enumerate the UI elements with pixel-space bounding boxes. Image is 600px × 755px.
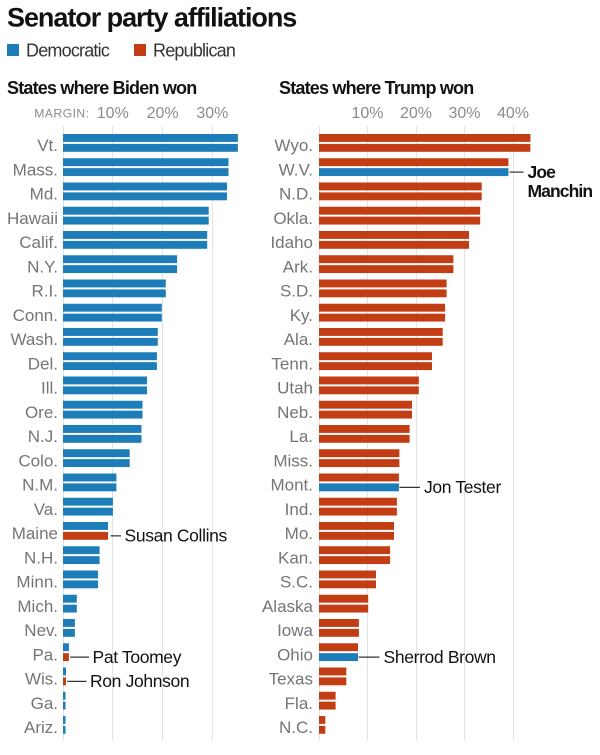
svg-text:Manchin: Manchin bbox=[528, 181, 593, 201]
svg-text:Mont.: Mont. bbox=[270, 476, 313, 495]
svg-text:W.V.: W.V. bbox=[279, 160, 313, 179]
svg-text:Okla.: Okla. bbox=[273, 209, 313, 228]
svg-text:Mass.: Mass. bbox=[13, 160, 58, 179]
svg-text:N.M.: N.M. bbox=[22, 476, 58, 495]
svg-text:Democratic: Democratic bbox=[26, 41, 110, 61]
svg-text:20%: 20% bbox=[400, 105, 432, 122]
svg-text:S.C.: S.C. bbox=[280, 573, 313, 592]
svg-text:N.H.: N.H. bbox=[24, 548, 58, 567]
svg-text:S.D.: S.D. bbox=[280, 282, 313, 301]
svg-text:Senator party affiliations: Senator party affiliations bbox=[7, 3, 296, 33]
svg-text:States where Biden won: States where Biden won bbox=[7, 78, 196, 98]
svg-text:Alaska: Alaska bbox=[262, 597, 314, 616]
svg-text:Ala.: Ala. bbox=[284, 330, 313, 349]
svg-text:Mo.: Mo. bbox=[285, 524, 313, 543]
svg-text:Nev.: Nev. bbox=[24, 621, 58, 640]
svg-text:Ind.: Ind. bbox=[285, 500, 313, 519]
svg-text:Mich.: Mich. bbox=[17, 597, 58, 616]
svg-text:Joe: Joe bbox=[528, 162, 557, 182]
svg-text:Ill.: Ill. bbox=[41, 379, 58, 398]
svg-text:Susan Collins: Susan Collins bbox=[125, 526, 228, 546]
svg-text:Miss.: Miss. bbox=[273, 451, 313, 470]
svg-text:States where Trump won: States where Trump won bbox=[279, 78, 473, 98]
svg-text:10%: 10% bbox=[351, 105, 383, 122]
svg-text:N.Y.: N.Y. bbox=[27, 257, 58, 276]
svg-text:40%: 40% bbox=[497, 105, 529, 122]
svg-text:Jon Tester: Jon Tester bbox=[424, 477, 501, 497]
svg-text:20%: 20% bbox=[147, 105, 179, 122]
svg-text:N.C.: N.C. bbox=[279, 718, 313, 737]
svg-text:Wis.: Wis. bbox=[25, 670, 58, 689]
svg-text:R.I.: R.I. bbox=[32, 282, 58, 301]
svg-text:Pa.: Pa. bbox=[32, 645, 58, 664]
svg-text:Ark.: Ark. bbox=[283, 257, 313, 276]
svg-text:Sherrod Brown: Sherrod Brown bbox=[384, 647, 496, 667]
svg-text:Ron Johnson: Ron Johnson bbox=[90, 671, 189, 691]
svg-text:MARGIN:: MARGIN: bbox=[34, 107, 89, 121]
svg-text:Ohio: Ohio bbox=[277, 645, 313, 664]
svg-text:Ga.: Ga. bbox=[31, 694, 58, 713]
svg-text:Md.: Md. bbox=[30, 185, 58, 204]
svg-text:30%: 30% bbox=[448, 105, 480, 122]
svg-text:Pat Toomey: Pat Toomey bbox=[93, 647, 182, 667]
svg-text:Neb.: Neb. bbox=[277, 403, 313, 422]
svg-text:Republican: Republican bbox=[153, 41, 235, 61]
svg-text:Texas: Texas bbox=[269, 670, 313, 689]
svg-text:N.D.: N.D. bbox=[279, 185, 313, 204]
svg-text:Fla.: Fla. bbox=[285, 694, 313, 713]
svg-text:Wyo.: Wyo. bbox=[274, 136, 313, 155]
svg-text:Conn.: Conn. bbox=[13, 306, 58, 325]
svg-text:Wash.: Wash. bbox=[10, 330, 58, 349]
svg-text:Ariz.: Ariz. bbox=[24, 718, 58, 737]
svg-text:La.: La. bbox=[289, 427, 313, 446]
svg-text:Ky.: Ky. bbox=[290, 306, 313, 325]
svg-text:Ore.: Ore. bbox=[25, 403, 58, 422]
svg-text:Del.: Del. bbox=[28, 354, 58, 373]
svg-text:Tenn.: Tenn. bbox=[271, 354, 313, 373]
svg-text:Hawaii: Hawaii bbox=[7, 209, 58, 228]
svg-text:Idaho: Idaho bbox=[270, 233, 313, 252]
svg-text:30%: 30% bbox=[196, 105, 228, 122]
svg-text:Va.: Va. bbox=[34, 500, 58, 519]
svg-text:Colo.: Colo. bbox=[18, 451, 58, 470]
svg-text:Maine: Maine bbox=[12, 524, 58, 543]
svg-text:10%: 10% bbox=[97, 105, 129, 122]
svg-text:Calif.: Calif. bbox=[19, 233, 58, 252]
svg-text:Minn.: Minn. bbox=[16, 573, 58, 592]
svg-text:N.J.: N.J. bbox=[28, 427, 58, 446]
svg-text:Iowa: Iowa bbox=[277, 621, 313, 640]
svg-text:Vt.: Vt. bbox=[37, 136, 58, 155]
svg-text:Utah: Utah bbox=[277, 379, 313, 398]
svg-text:Kan.: Kan. bbox=[278, 548, 313, 567]
